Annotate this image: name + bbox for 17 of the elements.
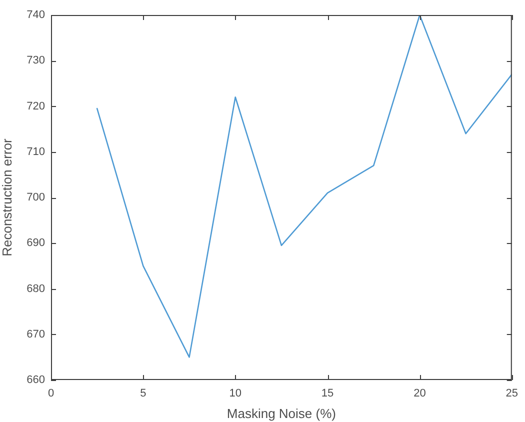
y-tick-label: 660 xyxy=(26,374,45,386)
y-tick-label: 700 xyxy=(26,192,45,204)
y-tick-label: 680 xyxy=(26,282,45,295)
y-tick-label: 730 xyxy=(26,54,45,67)
x-axis-title: Masking Noise (%) xyxy=(226,406,336,421)
x-tick-label: 5 xyxy=(140,388,146,400)
y-tick-label: 720 xyxy=(26,100,45,112)
y-axis-title: Reconstruction error xyxy=(0,138,14,256)
y-tick-label: 670 xyxy=(26,328,45,340)
x-tick-label: 20 xyxy=(414,388,426,400)
y-tick-label: 740 xyxy=(26,9,45,22)
y-tick-label: 710 xyxy=(26,146,45,158)
x-tick-label: 0 xyxy=(48,388,54,400)
y-tick-label: 690 xyxy=(26,237,45,250)
x-tick-label: 25 xyxy=(506,388,518,400)
x-tick-label: 15 xyxy=(321,388,334,400)
x-tick-label: 10 xyxy=(229,388,242,400)
